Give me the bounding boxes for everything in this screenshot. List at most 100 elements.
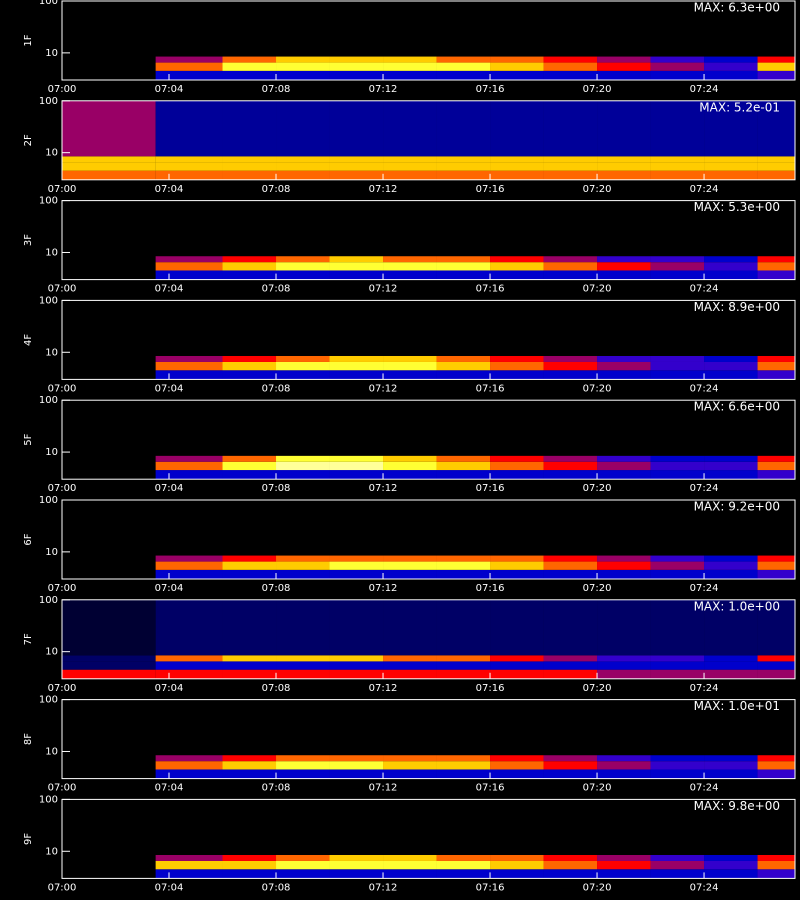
heat-cell — [436, 699, 491, 756]
heat-cell — [704, 500, 758, 556]
heat-cell — [490, 361, 544, 371]
heat-cell — [222, 70, 277, 80]
heat-cell — [155, 162, 223, 171]
heat-cell — [329, 470, 384, 480]
heat-cell — [329, 599, 384, 656]
x-tick-label: 07:20 — [583, 483, 612, 494]
x-tick-label: 07:04 — [155, 184, 184, 195]
heat-cell — [222, 156, 277, 163]
heat-cell — [222, 761, 277, 770]
heat-cell — [62, 370, 156, 380]
heat-cell — [757, 755, 795, 762]
y-tick-label: 100 — [39, 295, 58, 306]
heat-cell — [757, 300, 795, 356]
heat-cell — [757, 699, 795, 756]
heat-cell — [222, 860, 277, 870]
heat-cell — [436, 755, 491, 762]
x-tick-label: 07:20 — [583, 783, 612, 794]
heat-cell — [276, 200, 330, 257]
heat-cell — [383, 361, 437, 371]
heat-cell — [704, 655, 758, 662]
heat-cell — [650, 361, 705, 371]
heat-cell — [329, 761, 384, 770]
heat-cell — [650, 669, 705, 679]
heat-cell — [276, 869, 330, 879]
heat-cell — [597, 62, 651, 71]
heat-cell — [490, 799, 544, 855]
heat-cell — [155, 661, 223, 670]
heat-cell — [757, 799, 795, 855]
heat-cell — [597, 470, 651, 480]
heat-cell — [543, 62, 598, 71]
heat-cell — [597, 569, 651, 579]
heat-cell — [62, 156, 156, 163]
heat-cell — [757, 270, 795, 280]
heat-cell — [757, 555, 795, 562]
heat-cell — [543, 355, 598, 362]
heat-cell — [543, 500, 598, 556]
heat-cell — [276, 569, 330, 579]
heat-cell — [704, 1, 758, 57]
heat-cell — [704, 400, 758, 456]
heat-cell — [276, 256, 330, 263]
x-tick-label: 07:04 — [155, 683, 184, 694]
heat-cell — [276, 769, 330, 779]
heat-cell — [597, 860, 651, 870]
heat-cell — [757, 854, 795, 861]
heat-cell — [62, 461, 156, 471]
plot-frame — [61, 798, 796, 879]
plot-frame — [61, 200, 796, 281]
heat-cell — [490, 470, 544, 480]
heat-cell — [155, 669, 223, 679]
x-tick-label: 07:12 — [369, 683, 398, 694]
heat-cell — [490, 200, 544, 257]
y-tick-label: 10 — [45, 746, 58, 757]
heat-cell — [155, 561, 223, 570]
heat-cell — [436, 860, 491, 870]
heat-cell — [704, 156, 758, 163]
heat-cell — [155, 100, 223, 157]
heat-cell — [329, 669, 384, 679]
heat-cell — [704, 699, 758, 756]
heat-cell — [62, 755, 156, 762]
plot-frame — [61, 399, 796, 480]
heat-cell — [757, 156, 795, 163]
x-tick-label: 07:00 — [48, 583, 77, 594]
x-tick-label: 07:16 — [476, 184, 505, 195]
heat-cell — [436, 769, 491, 779]
heat-cell — [222, 162, 277, 171]
heat-cell — [490, 555, 544, 562]
heat-cell — [383, 569, 437, 579]
heat-cell — [155, 854, 223, 861]
heat-cell — [650, 699, 705, 756]
heat-cell — [155, 470, 223, 480]
heat-cell — [276, 461, 330, 471]
heat-cell — [757, 860, 795, 870]
heat-cell — [62, 270, 156, 280]
heat-cell — [757, 262, 795, 271]
heat-cell — [490, 669, 544, 679]
heat-cell — [436, 156, 491, 163]
heat-cell — [543, 769, 598, 779]
heat-cell — [704, 170, 758, 180]
x-tick-label: 07:24 — [690, 783, 719, 794]
heat-cell — [222, 170, 277, 180]
max-annotation: MAX: 6.3e+00 — [694, 1, 780, 15]
heat-cell — [597, 355, 651, 362]
heat-cell — [222, 799, 277, 855]
heat-cell — [757, 170, 795, 180]
heat-cell — [704, 355, 758, 362]
heat-cell — [543, 370, 598, 380]
x-tick-label: 07:08 — [262, 683, 291, 694]
max-annotation: MAX: 9.2e+00 — [694, 500, 780, 514]
heat-cell — [436, 370, 491, 380]
x-tick-label: 07:00 — [48, 84, 77, 95]
x-tick-label: 07:04 — [155, 383, 184, 394]
heat-cell — [222, 500, 277, 556]
heat-cell — [490, 599, 544, 656]
heat-cell — [329, 170, 384, 180]
heat-cell — [383, 461, 437, 471]
heat-cell — [757, 655, 795, 662]
x-tick-label: 07:00 — [48, 483, 77, 494]
heat-cell — [757, 569, 795, 579]
